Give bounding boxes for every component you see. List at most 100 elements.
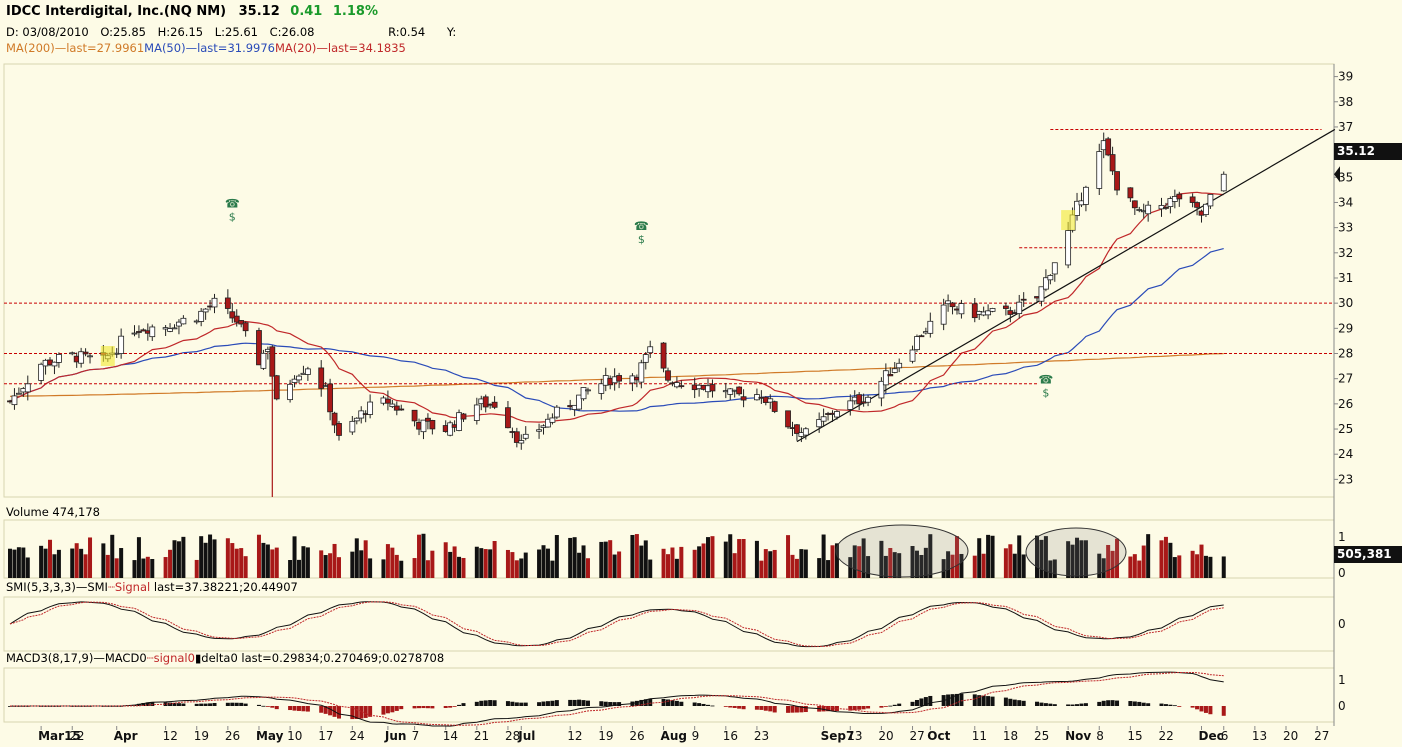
volume-bar (772, 549, 777, 578)
volume-bar (723, 541, 728, 578)
candle (256, 330, 262, 366)
volume-bar (786, 535, 791, 578)
candle (1105, 138, 1112, 156)
macd-histogram-bar (737, 706, 742, 709)
macd-histogram-bar (661, 698, 666, 706)
volume-bar (821, 534, 826, 578)
highlight-box (100, 346, 115, 367)
x-axis-label: 8 (1096, 729, 1104, 743)
volume-bar (581, 545, 586, 578)
macd-histogram-bar (697, 703, 702, 706)
ohlc-open: O:25.85 (100, 25, 146, 39)
ohlc-low: L:25.61 (214, 25, 258, 39)
volume-bar (1017, 535, 1022, 578)
candle (513, 431, 520, 443)
x-axis-label: 28 (505, 729, 520, 743)
volume-bar (417, 534, 422, 578)
candle (545, 418, 551, 428)
macd-histogram-bar (732, 706, 737, 708)
volume-bar (505, 549, 510, 578)
macd-histogram-bar (1110, 700, 1115, 706)
macd-histogram-bar (417, 706, 422, 709)
macd-histogram-bar (550, 700, 555, 706)
macd-histogram-bar (1141, 702, 1146, 706)
candle (518, 440, 525, 444)
macd-label: MACD3(8,17,9) (6, 651, 94, 665)
volume-bar (194, 559, 199, 578)
x-axis-label: Jul (517, 729, 535, 743)
volume-bar (674, 558, 679, 578)
macd-histogram-bar (354, 706, 359, 719)
x-axis-label: 26 (629, 729, 644, 743)
volume-bar (679, 546, 684, 578)
macd-histogram-bar (488, 700, 493, 706)
macd-histogram-bar (679, 701, 684, 706)
volume-bar (150, 559, 155, 578)
macd-histogram-bar (1146, 703, 1151, 706)
volume-bar (510, 552, 515, 578)
macd-histogram-bar (274, 706, 279, 710)
volume-bar (1163, 536, 1168, 578)
candle (785, 410, 791, 428)
highlight-box (1061, 210, 1076, 231)
macd-histogram-bar (1128, 701, 1133, 706)
candle (673, 382, 680, 388)
macd-histogram-bar (1190, 706, 1195, 708)
volume-bar (959, 553, 964, 578)
ma50-label: MA(50) (144, 41, 186, 55)
volume-bar (883, 555, 888, 578)
volume-bar (928, 534, 933, 578)
candle (891, 368, 898, 373)
volume-bar (114, 558, 119, 578)
candle (909, 349, 916, 362)
candle (918, 335, 925, 338)
volume-highlight-ellipse (835, 524, 969, 578)
volume-bar (70, 548, 75, 578)
candle (224, 297, 231, 309)
candle (331, 412, 338, 426)
smi-series-label: SMI (87, 580, 108, 594)
volume-bar (768, 551, 773, 578)
volume-bar (830, 545, 835, 578)
candle (482, 396, 489, 408)
candle (473, 404, 480, 421)
candle (287, 383, 293, 401)
candle (202, 308, 209, 313)
macd-histogram-bar (1066, 704, 1071, 706)
volume-bar (1066, 541, 1071, 578)
volume-bar (1035, 535, 1040, 578)
macd-histogram-bar (763, 706, 768, 711)
volume-bar (461, 557, 466, 578)
macd-histogram-bar (706, 704, 711, 706)
candle (1163, 206, 1169, 209)
price-badge: 35.12 (1334, 143, 1402, 160)
volume-bar (612, 554, 617, 578)
volume-bar (1106, 544, 1111, 578)
volume-bar (296, 559, 301, 578)
trend-line (796, 128, 1336, 443)
candle (15, 392, 22, 395)
macd-histogram-bar (848, 706, 853, 711)
candle (87, 355, 93, 358)
candle (985, 310, 992, 316)
macd-histogram-bar (852, 706, 857, 711)
macd-histogram-bar (136, 703, 141, 706)
macd-signal-line (10, 672, 1224, 726)
x-axis-label: Apr (114, 729, 138, 743)
volume-bar (803, 549, 808, 578)
macd-histogram-bar (328, 706, 333, 716)
macd-histogram-bar (959, 693, 964, 706)
candle (51, 361, 58, 367)
volume-bar (732, 553, 737, 578)
candle (353, 417, 360, 422)
volume-bar (234, 548, 239, 578)
volume-bar (243, 556, 248, 578)
macd-histogram-bar (350, 706, 355, 720)
volume-bar (1043, 536, 1048, 578)
macd-histogram-bar (537, 702, 542, 706)
macd-histogram-bar (194, 703, 199, 706)
macd-histogram-bar (523, 702, 528, 706)
volume-bar (737, 539, 742, 578)
candle (940, 304, 947, 325)
